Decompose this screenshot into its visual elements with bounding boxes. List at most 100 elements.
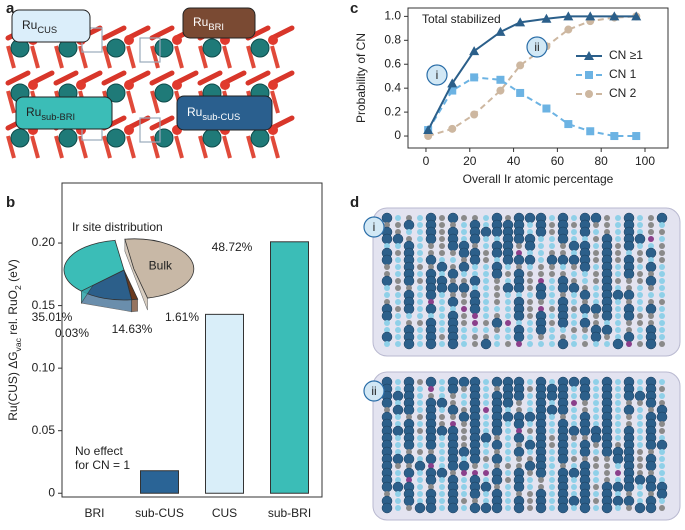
site-dot — [461, 456, 467, 462]
site-dot — [384, 264, 390, 270]
site-dot — [494, 285, 500, 291]
site-dot — [483, 421, 489, 427]
site-dot — [634, 474, 646, 486]
site-dot — [392, 233, 404, 245]
site-dot — [549, 229, 555, 235]
marker — [609, 11, 620, 21]
site-dot — [505, 505, 511, 511]
atom — [106, 83, 126, 103]
site-dot — [527, 477, 533, 483]
pie-value-label: 48.72% — [212, 240, 253, 254]
site-dot — [505, 215, 511, 221]
site-dot — [659, 292, 665, 298]
site-dot — [538, 271, 544, 277]
site-dot — [549, 470, 555, 476]
site-dot — [447, 268, 459, 280]
site-dot — [395, 435, 401, 441]
site-dot — [549, 477, 555, 483]
site-dot — [483, 271, 489, 277]
x-tick-label: sub-CUS — [135, 506, 184, 520]
site-dot — [615, 250, 621, 256]
site-dot — [384, 320, 390, 326]
site-dot — [491, 268, 503, 280]
site-dot — [593, 449, 599, 455]
atom — [106, 38, 126, 58]
site-dot — [491, 317, 503, 329]
bond — [245, 70, 271, 86]
site-dot — [395, 414, 401, 420]
site-dot — [535, 467, 547, 479]
site-dot — [615, 271, 621, 277]
site-dot — [381, 310, 393, 322]
site-dot — [480, 338, 492, 350]
site-dot — [425, 376, 437, 388]
site-dot — [381, 331, 393, 343]
annotation: Total stabilized — [422, 12, 501, 26]
site-dot — [491, 502, 503, 514]
site-dot — [450, 250, 456, 256]
site-dot — [549, 435, 555, 441]
site-dot — [428, 313, 434, 319]
atom — [202, 38, 222, 58]
site-dot — [560, 271, 566, 277]
site-dot — [659, 299, 665, 305]
site-dot — [593, 477, 599, 483]
site-dot — [469, 502, 481, 514]
site-dot — [571, 435, 577, 441]
site-dot — [659, 393, 665, 399]
site-dot — [557, 282, 569, 294]
site-dot — [491, 425, 503, 437]
site-dot — [425, 254, 437, 266]
site-dot — [516, 428, 522, 434]
site-dot — [571, 334, 577, 340]
site-dot — [615, 334, 621, 340]
site-dot — [582, 435, 588, 441]
site-dot — [395, 271, 401, 277]
site-dot — [403, 453, 415, 465]
inset-badge — [363, 216, 385, 238]
site-dot — [527, 271, 533, 277]
site-dot — [538, 257, 544, 263]
site-dot — [461, 505, 467, 511]
site-dot — [637, 243, 643, 249]
y-tick-label: 0.20 — [32, 235, 56, 249]
site-dot — [527, 400, 533, 406]
site-dot — [571, 327, 577, 333]
site-dot — [483, 236, 489, 242]
site-dot — [593, 421, 599, 427]
site-dot — [450, 264, 456, 270]
site-dot — [538, 477, 544, 483]
site-dot — [513, 390, 525, 402]
site-dot — [637, 334, 643, 340]
inset-badge — [363, 380, 385, 402]
site-dot — [450, 257, 456, 263]
site-dot — [637, 442, 643, 448]
site-dot — [626, 491, 632, 497]
site-dot — [593, 285, 599, 291]
site-dot — [593, 386, 599, 392]
annotation: ii — [534, 40, 539, 54]
y-tick-label: 0.05 — [32, 423, 56, 437]
site-dot — [425, 474, 437, 486]
panel-label: a — [6, 0, 15, 17]
site-dot — [637, 285, 643, 291]
site-dot — [615, 320, 621, 326]
site-dot — [439, 320, 445, 326]
site-dot — [571, 313, 577, 319]
site-dot — [395, 215, 401, 221]
atom — [154, 83, 174, 103]
site-dot — [604, 470, 610, 476]
site-dot — [417, 379, 423, 385]
site-dot — [656, 439, 668, 451]
site-dot — [659, 306, 665, 312]
site-dot — [483, 456, 489, 462]
site-dot — [546, 254, 558, 266]
site-dot — [560, 250, 566, 256]
marker — [516, 61, 525, 70]
bond — [149, 115, 175, 131]
site-dot — [549, 428, 555, 434]
site-dot — [659, 327, 665, 333]
site-dot — [516, 341, 522, 347]
site-dot — [428, 386, 434, 392]
site-dot — [615, 243, 621, 249]
